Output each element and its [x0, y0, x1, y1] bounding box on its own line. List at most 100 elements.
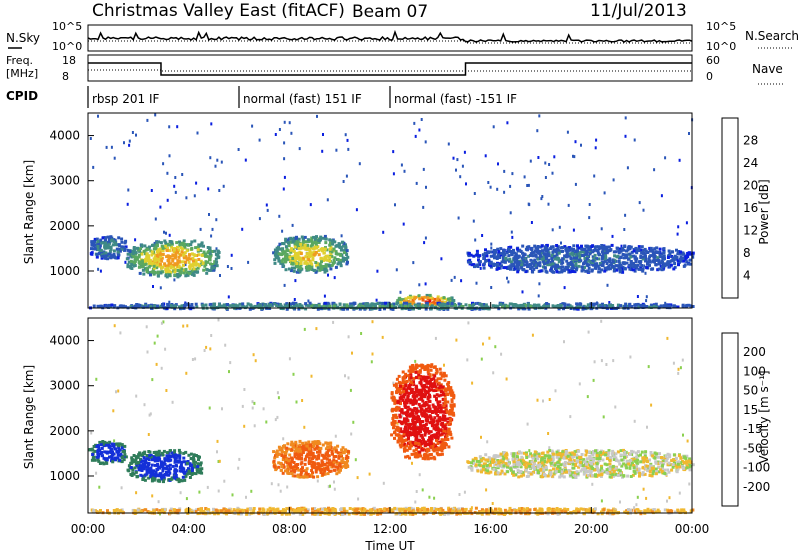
echo-cell [135, 491, 137, 494]
echo-cell [510, 211, 512, 214]
echo-cell [506, 305, 509, 308]
echo-cell [219, 460, 221, 463]
echo-cell [304, 328, 306, 331]
echo-cell [207, 187, 209, 190]
echo-cell [106, 305, 109, 308]
echo-cell [489, 262, 492, 265]
echo-cell [338, 243, 341, 246]
echo-cell [173, 185, 175, 188]
echo-cell [178, 274, 181, 277]
echo-cell [601, 251, 604, 254]
echo-cell [192, 461, 195, 464]
echo-cell [247, 261, 249, 264]
echo-cell [122, 455, 125, 458]
echo-cell [175, 191, 177, 194]
echo-cell [205, 304, 208, 307]
echo-cell [598, 253, 601, 256]
echo-cell [156, 250, 159, 253]
echo-cell [570, 257, 573, 260]
echo-cell [317, 442, 320, 445]
echo-cell [210, 267, 213, 270]
echo-cell [566, 255, 569, 258]
echo-cell [190, 464, 193, 467]
echo-cell [567, 266, 570, 269]
echo-cell [238, 148, 240, 151]
echo-cell [530, 160, 532, 163]
echo-cell [110, 256, 113, 259]
echo-cell [298, 476, 301, 479]
echo-cell [628, 303, 631, 306]
echo-cell [191, 467, 194, 470]
echo-cell [156, 241, 159, 244]
echo-cell [392, 150, 394, 153]
echo-cell [151, 464, 154, 467]
echo-cell [564, 268, 567, 271]
echo-cell [644, 248, 647, 251]
echo-cell [117, 390, 119, 393]
echo-cell [324, 241, 327, 244]
echo-cell [173, 278, 175, 281]
echo-cell [139, 262, 142, 265]
echo-cell [615, 255, 618, 258]
echo-cell [550, 269, 553, 272]
echo-cell [313, 269, 316, 272]
echo-cell [277, 466, 280, 469]
echo-cell [515, 304, 518, 307]
echo-cell [202, 269, 205, 272]
echo-cell [127, 469, 130, 472]
echo-cell [438, 304, 441, 307]
echo-cell [303, 426, 305, 429]
echo-cell [198, 470, 201, 473]
echo-cell [614, 406, 616, 409]
echo-cell [602, 256, 605, 259]
echo-cell [619, 304, 622, 307]
echo-cell [414, 422, 417, 425]
echo-cell [156, 244, 159, 247]
echo-cell [320, 471, 323, 474]
echo-cell [413, 122, 415, 125]
echo-cell [182, 476, 185, 479]
echo-cell [344, 374, 346, 377]
echo-cell [184, 268, 187, 271]
echo-cell [627, 166, 629, 169]
echo-cell [279, 462, 282, 465]
echo-cell [169, 266, 172, 269]
echo-cell [149, 451, 152, 454]
echo-cell [265, 421, 267, 424]
echo-cell [422, 206, 424, 209]
echo-cell [376, 270, 378, 273]
echo-cell [148, 462, 151, 465]
echo-cell [482, 343, 484, 346]
echo-cell [619, 501, 621, 504]
echo-cell [196, 465, 199, 468]
echo-cell [314, 455, 317, 458]
echo-cell [315, 327, 317, 330]
echo-cell [273, 460, 276, 463]
echo-cell [168, 125, 170, 128]
echo-cell [536, 129, 538, 132]
echo-cell [113, 240, 116, 243]
echo-cell [455, 339, 457, 342]
echo-cell [146, 325, 148, 328]
echo-cell [163, 457, 166, 460]
echo-cell [448, 143, 450, 146]
echo-cell [441, 438, 444, 441]
echo-cell [581, 265, 584, 268]
echo-cell [346, 249, 349, 252]
echo-cell [273, 466, 276, 469]
echo-cell [170, 478, 173, 481]
echo-cell [588, 263, 591, 266]
echo-cell [297, 469, 300, 472]
echo-cell [464, 491, 466, 494]
echo-cell [405, 302, 408, 305]
echo-cell [351, 352, 353, 355]
echo-cell [224, 344, 226, 347]
echo-cell [335, 450, 338, 453]
echo-cell [415, 445, 418, 448]
echo-cell [169, 234, 171, 237]
echo-cell [427, 443, 430, 446]
echo-cell [266, 204, 268, 207]
echo-cell [532, 254, 535, 257]
echo-cell [159, 248, 162, 251]
